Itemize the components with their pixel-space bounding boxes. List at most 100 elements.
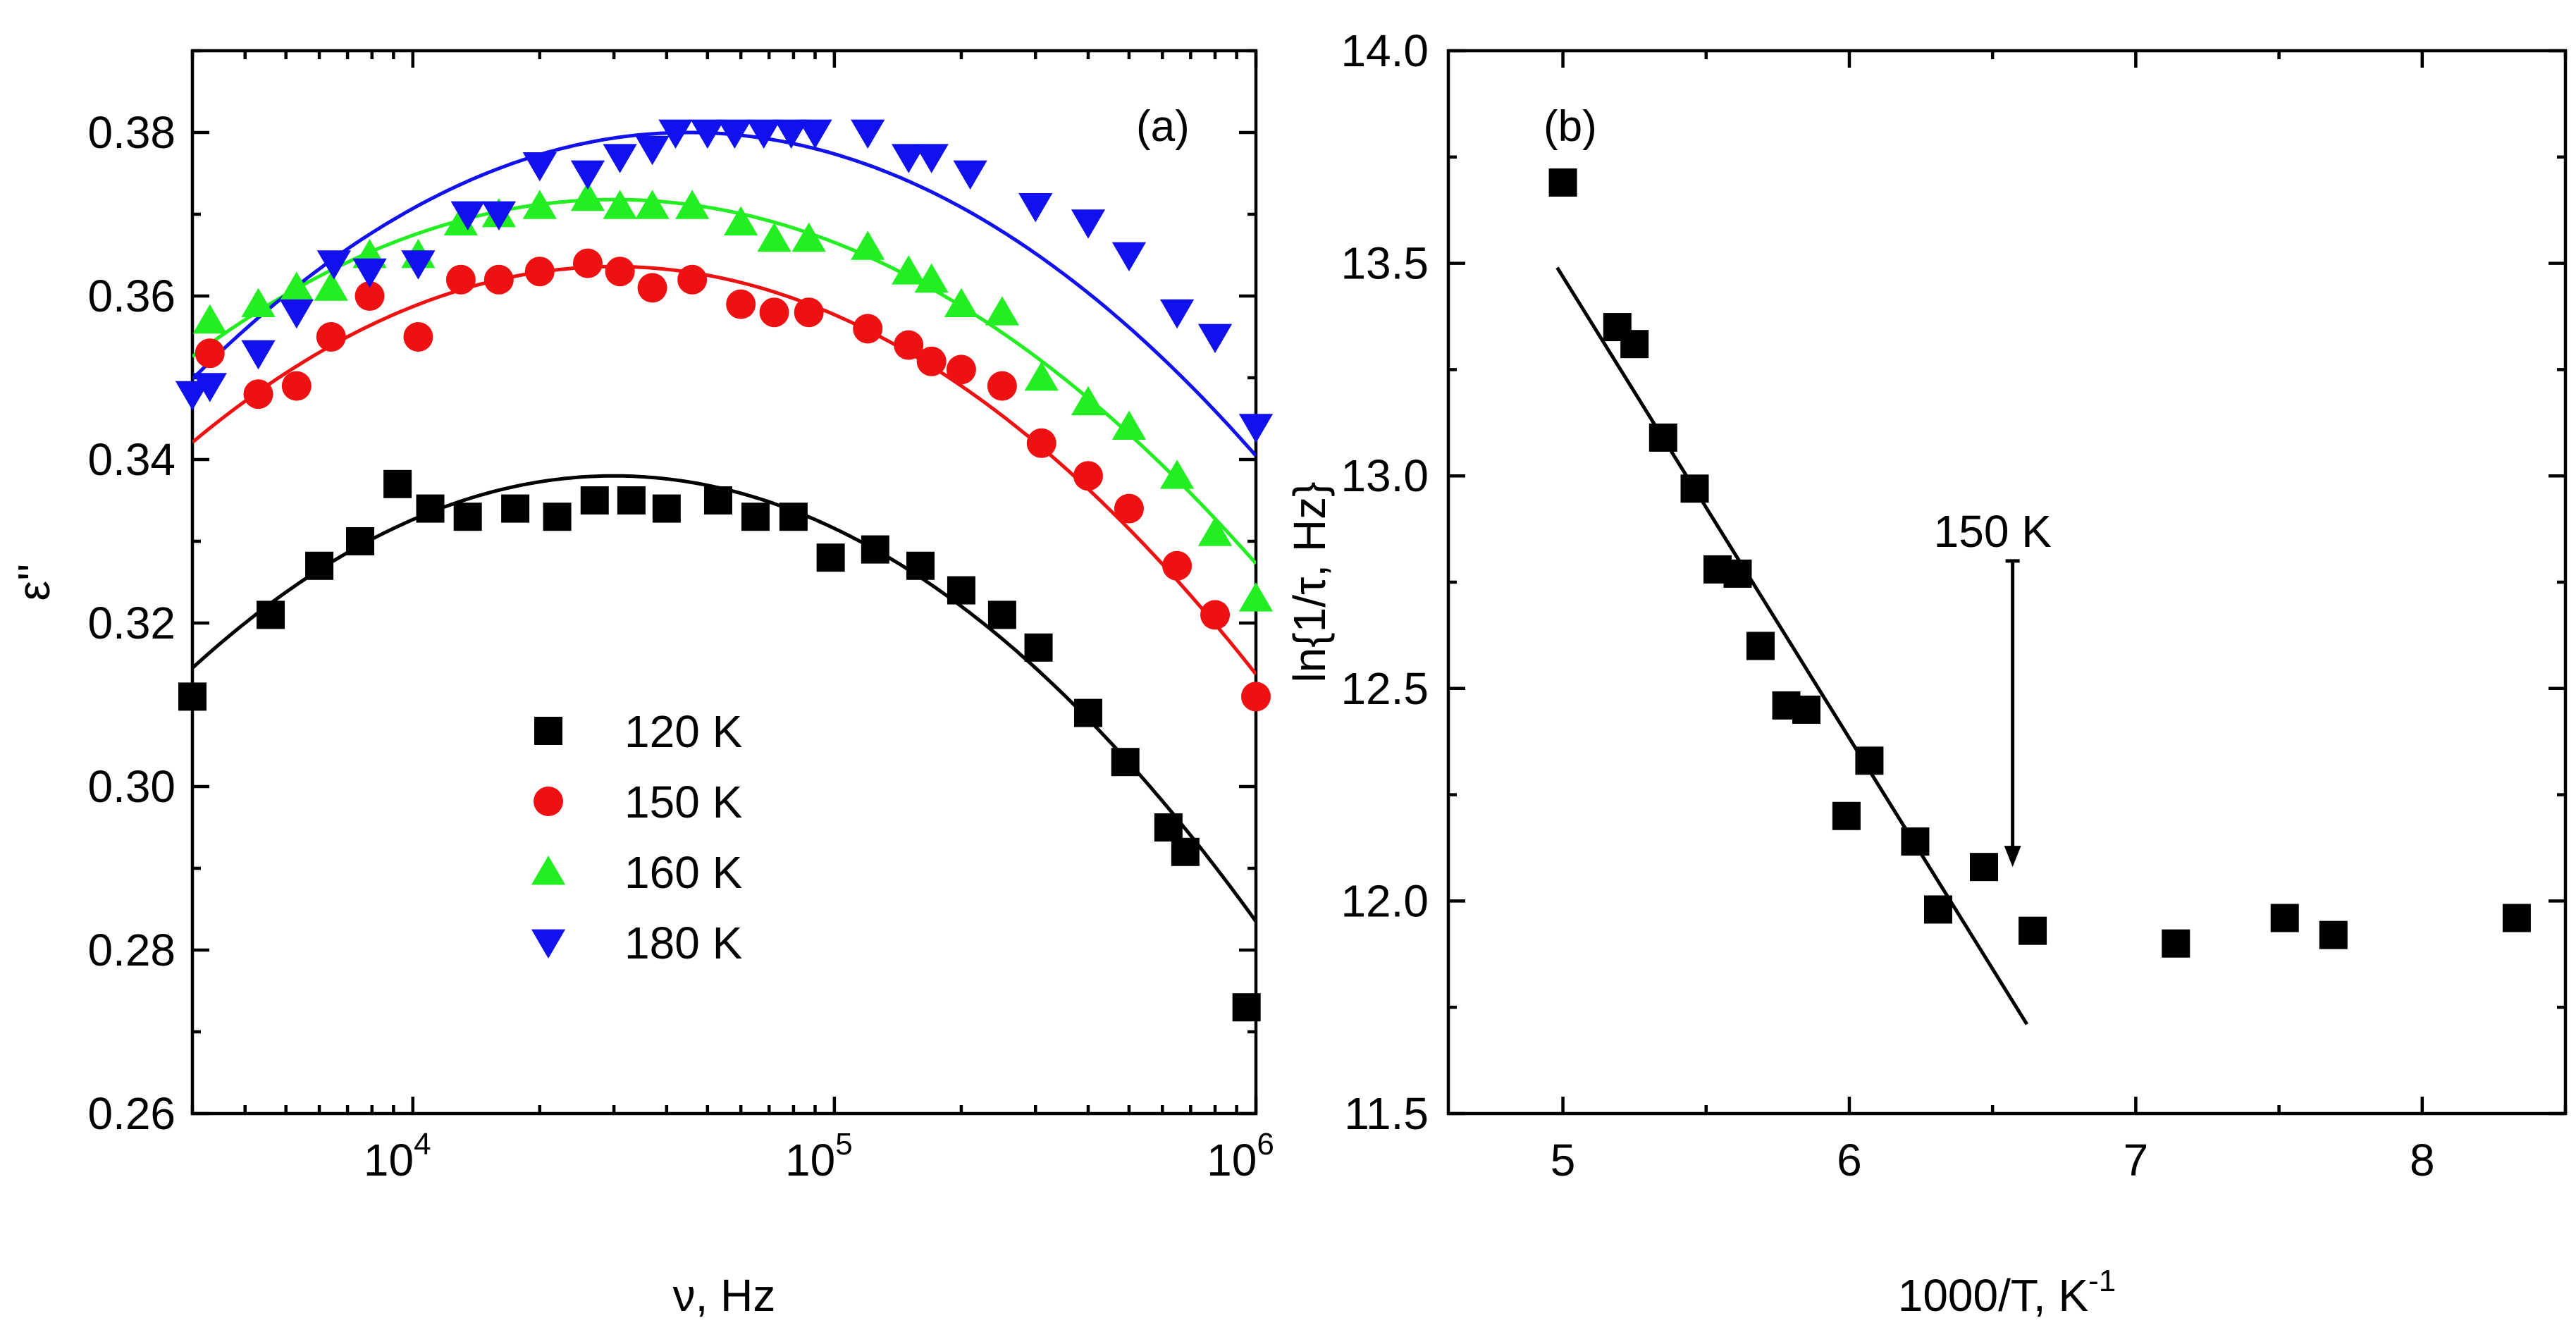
point-120-k (1232, 993, 1261, 1022)
point-b (1648, 423, 1677, 452)
point-160-k (443, 206, 479, 235)
point-120-k (779, 503, 808, 531)
point-150-k (726, 289, 756, 319)
point-180-k (774, 119, 808, 149)
point-160-k (603, 190, 637, 219)
x-axis-label-a: ν, Hz (673, 1270, 776, 1321)
legend-marker-120-k (534, 717, 562, 745)
point-150-k (316, 322, 346, 352)
point-160-k (635, 190, 670, 219)
point-180-k (1238, 414, 1274, 443)
point-180-k (175, 381, 210, 411)
point-160-k (675, 190, 710, 219)
point-b (2270, 904, 2299, 932)
point-180-k (241, 340, 276, 370)
arrow-head (2004, 846, 2021, 868)
point-150-k (759, 297, 789, 328)
point-120-k (987, 600, 1016, 629)
point-120-k (816, 543, 845, 572)
fit-curve-180-k (192, 130, 1256, 457)
legend-marker-160-k (531, 856, 566, 885)
point-180-k (1018, 193, 1053, 223)
y-tick-label-a: 0.30 (87, 761, 175, 812)
point-150-k (195, 338, 225, 369)
panel-label-b: (b) (1543, 102, 1597, 151)
point-120-k (703, 486, 732, 514)
point-150-k (1200, 600, 1231, 630)
axes-frame-a (190, 49, 1258, 1116)
panel-b-chart: 5 6 7 8 11.5 12.0 12.5 13.0 13.5 14.0 1000/T, K-1 l… (1284, 25, 2568, 1321)
point-180-k (953, 160, 987, 190)
point-160-k (944, 288, 979, 317)
panel-a-chart: 104 105 106 0.26 0.28 0.30 0.32 0.34 0.36 0.38 ν, … (8, 49, 1274, 1321)
point-120-k (305, 551, 334, 580)
point-150-k (916, 346, 947, 376)
point-120-k (617, 486, 646, 514)
point-160-k (1159, 460, 1195, 489)
point-120-k (383, 469, 412, 498)
point-180-k (1159, 299, 1195, 329)
point-180-k (570, 160, 605, 190)
point-160-k (570, 181, 605, 211)
y-axis-label-b: ln{1/τ, Hz} (1284, 482, 1335, 683)
point-180-k (279, 299, 314, 329)
point-120-k (741, 503, 770, 531)
point-180-k (401, 250, 436, 280)
point-160-k (724, 206, 758, 235)
y-tick-label-b: 13.5 (1341, 238, 1429, 289)
point-150-k (572, 248, 603, 278)
y-tick-label-a: 0.28 (87, 925, 175, 975)
annotation-150k: 150 K (1934, 506, 2052, 557)
y-tick-label-b: 11.5 (1344, 1088, 1429, 1139)
point-180-k (522, 152, 557, 182)
x-tick-label-b: 7 (2124, 1135, 2149, 1185)
point-120-k (906, 551, 935, 580)
panel-label-a: (a) (1136, 102, 1190, 151)
y-tick-label-b: 13.0 (1341, 450, 1429, 501)
point-160-k (757, 222, 791, 252)
point-160-k (1111, 410, 1147, 440)
x-tick-label-a: 105 (785, 1127, 853, 1185)
point-160-k (791, 222, 826, 252)
point-120-k (1073, 698, 1102, 727)
point-150-k (853, 314, 883, 344)
point-150-k (1114, 493, 1144, 524)
point-180-k (603, 144, 637, 173)
y-tick-label-b: 14.0 (1341, 25, 1429, 76)
point-b (1901, 827, 1930, 856)
y-tick-label-b: 12.5 (1341, 663, 1429, 714)
point-b (1723, 559, 1752, 588)
point-b (1832, 801, 1861, 830)
point-180-k (914, 144, 949, 173)
point-150-k (1026, 428, 1056, 458)
x-tick-label-a: 106 (1207, 1127, 1274, 1185)
point-b (2162, 929, 2190, 958)
point-150-k (794, 297, 824, 328)
point-b (1680, 474, 1709, 503)
point-150-k (524, 257, 555, 287)
y-tick-label-a: 0.26 (87, 1088, 175, 1139)
point-180-k (352, 258, 387, 288)
point-b (1923, 895, 1952, 924)
point-160-k (892, 255, 926, 285)
point-160-k (1197, 517, 1233, 546)
point-150-k (946, 355, 976, 385)
point-120-k (453, 503, 482, 531)
point-b (2019, 916, 2047, 945)
y-tick-label-a: 0.32 (87, 598, 175, 648)
point-b (1548, 168, 1577, 197)
point-180-k (892, 144, 926, 173)
y-axis-label-a: ε'' (8, 564, 59, 601)
point-160-k (192, 304, 227, 334)
point-150-k (243, 379, 273, 409)
point-150-k (1073, 461, 1103, 491)
point-120-k (416, 494, 445, 523)
x-tick-label-a: 104 (364, 1127, 431, 1185)
point-150-k (355, 281, 385, 311)
point-b (1969, 853, 1998, 882)
legend-label-160-k: 160 K (624, 847, 742, 898)
x-tick-label-b: 6 (1837, 1135, 1862, 1185)
point-120-k (580, 486, 609, 514)
point-150-k (677, 264, 708, 295)
